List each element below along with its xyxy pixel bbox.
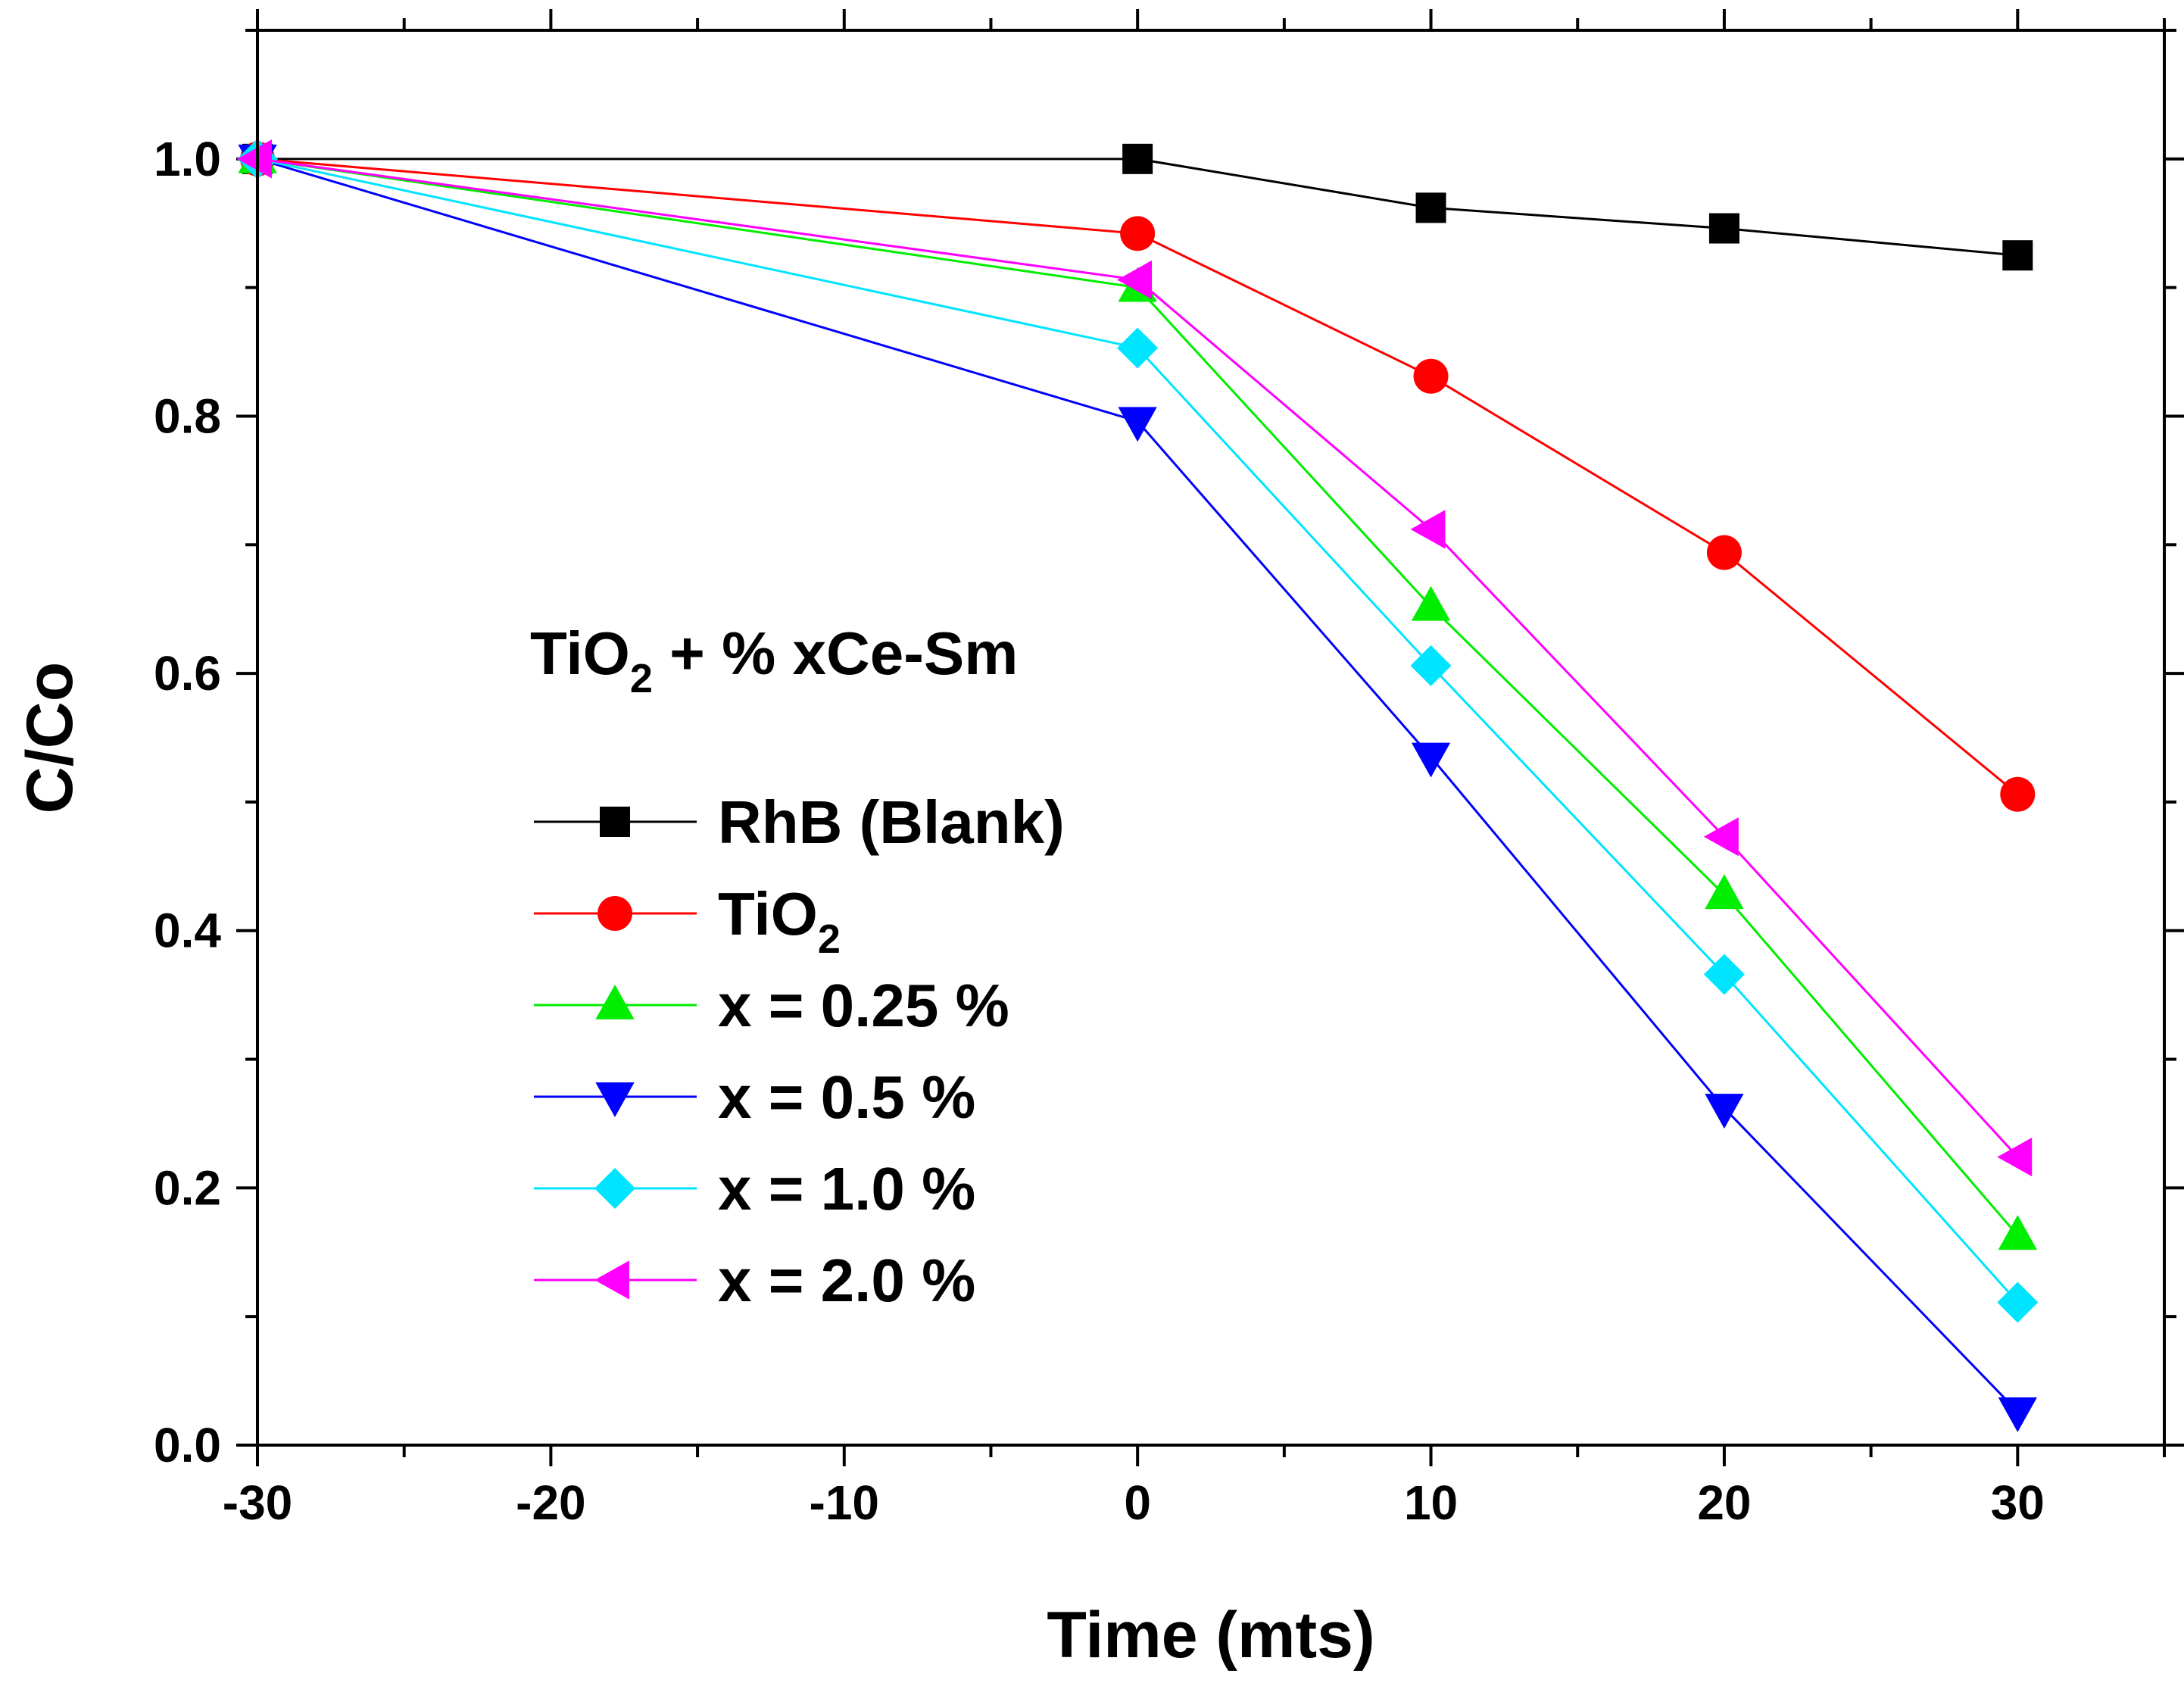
y-tick-label: 0.8 [154,389,221,443]
legend-label-text: x = 0.5 % [718,1063,975,1131]
legend-item: x = 2.0 % [534,1247,975,1314]
legend-marker [600,807,630,837]
data-point [1410,645,1452,686]
x-axis-label: Time (mts) [1047,1599,1374,1672]
data-point [1997,1282,2039,1323]
legend-marker [595,985,635,1019]
legend-marker [597,896,632,931]
legend-marker [594,1260,629,1300]
series-layer [237,138,2039,1432]
data-point [1413,358,1449,394]
data-point [1415,192,1446,223]
annotation-subscript: 2 [630,656,653,701]
data-point [1706,535,1742,570]
data-point [1411,742,1451,778]
data-point [237,139,272,179]
data-point [1122,143,1153,174]
series-0 [242,143,2033,271]
legend-label-text: x = 2.0 % [718,1247,975,1314]
legend-label: x = 0.5 % [718,1063,975,1131]
legend-label: TiO2 [718,880,841,962]
data-point [1998,1215,2037,1250]
x-tick-label: 0 [1124,1475,1151,1530]
legend-label-text: x = 0.25 % [718,972,1009,1039]
data-point [1703,954,1745,995]
x-tick-label: 20 [1697,1475,1751,1530]
data-point [1117,327,1159,369]
y-tick-label: 0.6 [154,646,221,701]
legend-label: RhB (Blank) [718,788,1065,856]
data-point [2000,776,2036,812]
data-point [2002,240,2033,271]
x-tick-label: -30 [223,1475,293,1530]
legend-marker [595,1082,635,1117]
y-axis-label: C/Co [14,662,86,814]
legend-item: x = 0.25 % [534,972,1009,1039]
data-point [1120,216,1156,251]
x-tick-label: -20 [516,1475,586,1530]
y-tick-label: 1.0 [154,132,221,186]
y-tick-label: 0.4 [154,904,221,958]
legend-label-text: RhB (Blank) [718,788,1065,856]
legend-item: x = 0.5 % [534,1063,975,1131]
x-tick-label: 30 [1991,1475,2045,1530]
annotation-prefix: TiO [530,620,630,687]
data-point [1117,260,1153,300]
tick-labels: -30 -20 -10 0 10 20 30 0.0 0.2 0.4 0.6 0.8 1.0 [154,132,2045,1530]
plot-frame [256,29,2166,1447]
legend-label: x = 0.25 % [718,972,1009,1039]
legend-label: x = 1.0 % [718,1155,975,1222]
data-point [1410,510,1446,549]
data-point [1708,213,1739,244]
data-point [1998,1397,2037,1432]
axis-ticks [236,9,2184,1466]
legend: RhB (Blank) TiO2 x = 0.25 % x = 0.5 % x = 1.… [534,788,1065,1314]
data-point [1703,817,1739,857]
y-tick-label: 0.2 [154,1160,221,1215]
annotation: TiO2 + % xCe-Sm [530,620,1018,701]
y-tick-label: 0.0 [154,1418,221,1472]
data-point [1118,407,1157,442]
data-point [1705,874,1744,910]
legend-item: RhB (Blank) [534,788,1065,856]
legend-label-text: TiO [718,880,818,948]
legend-label-text: x = 1.0 % [718,1155,975,1222]
annotation-suffix: + % xCe-Sm [653,620,1018,687]
x-tick-label: 10 [1404,1475,1458,1530]
data-point [1705,1094,1744,1129]
legend-label: x = 2.0 % [718,1247,975,1314]
x-tick-label: -10 [810,1475,880,1530]
legend-marker [594,1168,635,1209]
legend-item: x = 1.0 % [534,1155,975,1222]
series-5 [237,139,2033,1177]
data-point [1997,1137,2033,1177]
legend-label-subscript: 2 [818,916,841,962]
data-point [1411,585,1451,621]
legend-item: TiO2 [534,880,841,962]
